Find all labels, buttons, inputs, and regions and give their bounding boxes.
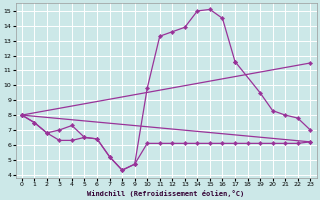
X-axis label: Windchill (Refroidissement éolien,°C): Windchill (Refroidissement éolien,°C) bbox=[87, 190, 245, 197]
